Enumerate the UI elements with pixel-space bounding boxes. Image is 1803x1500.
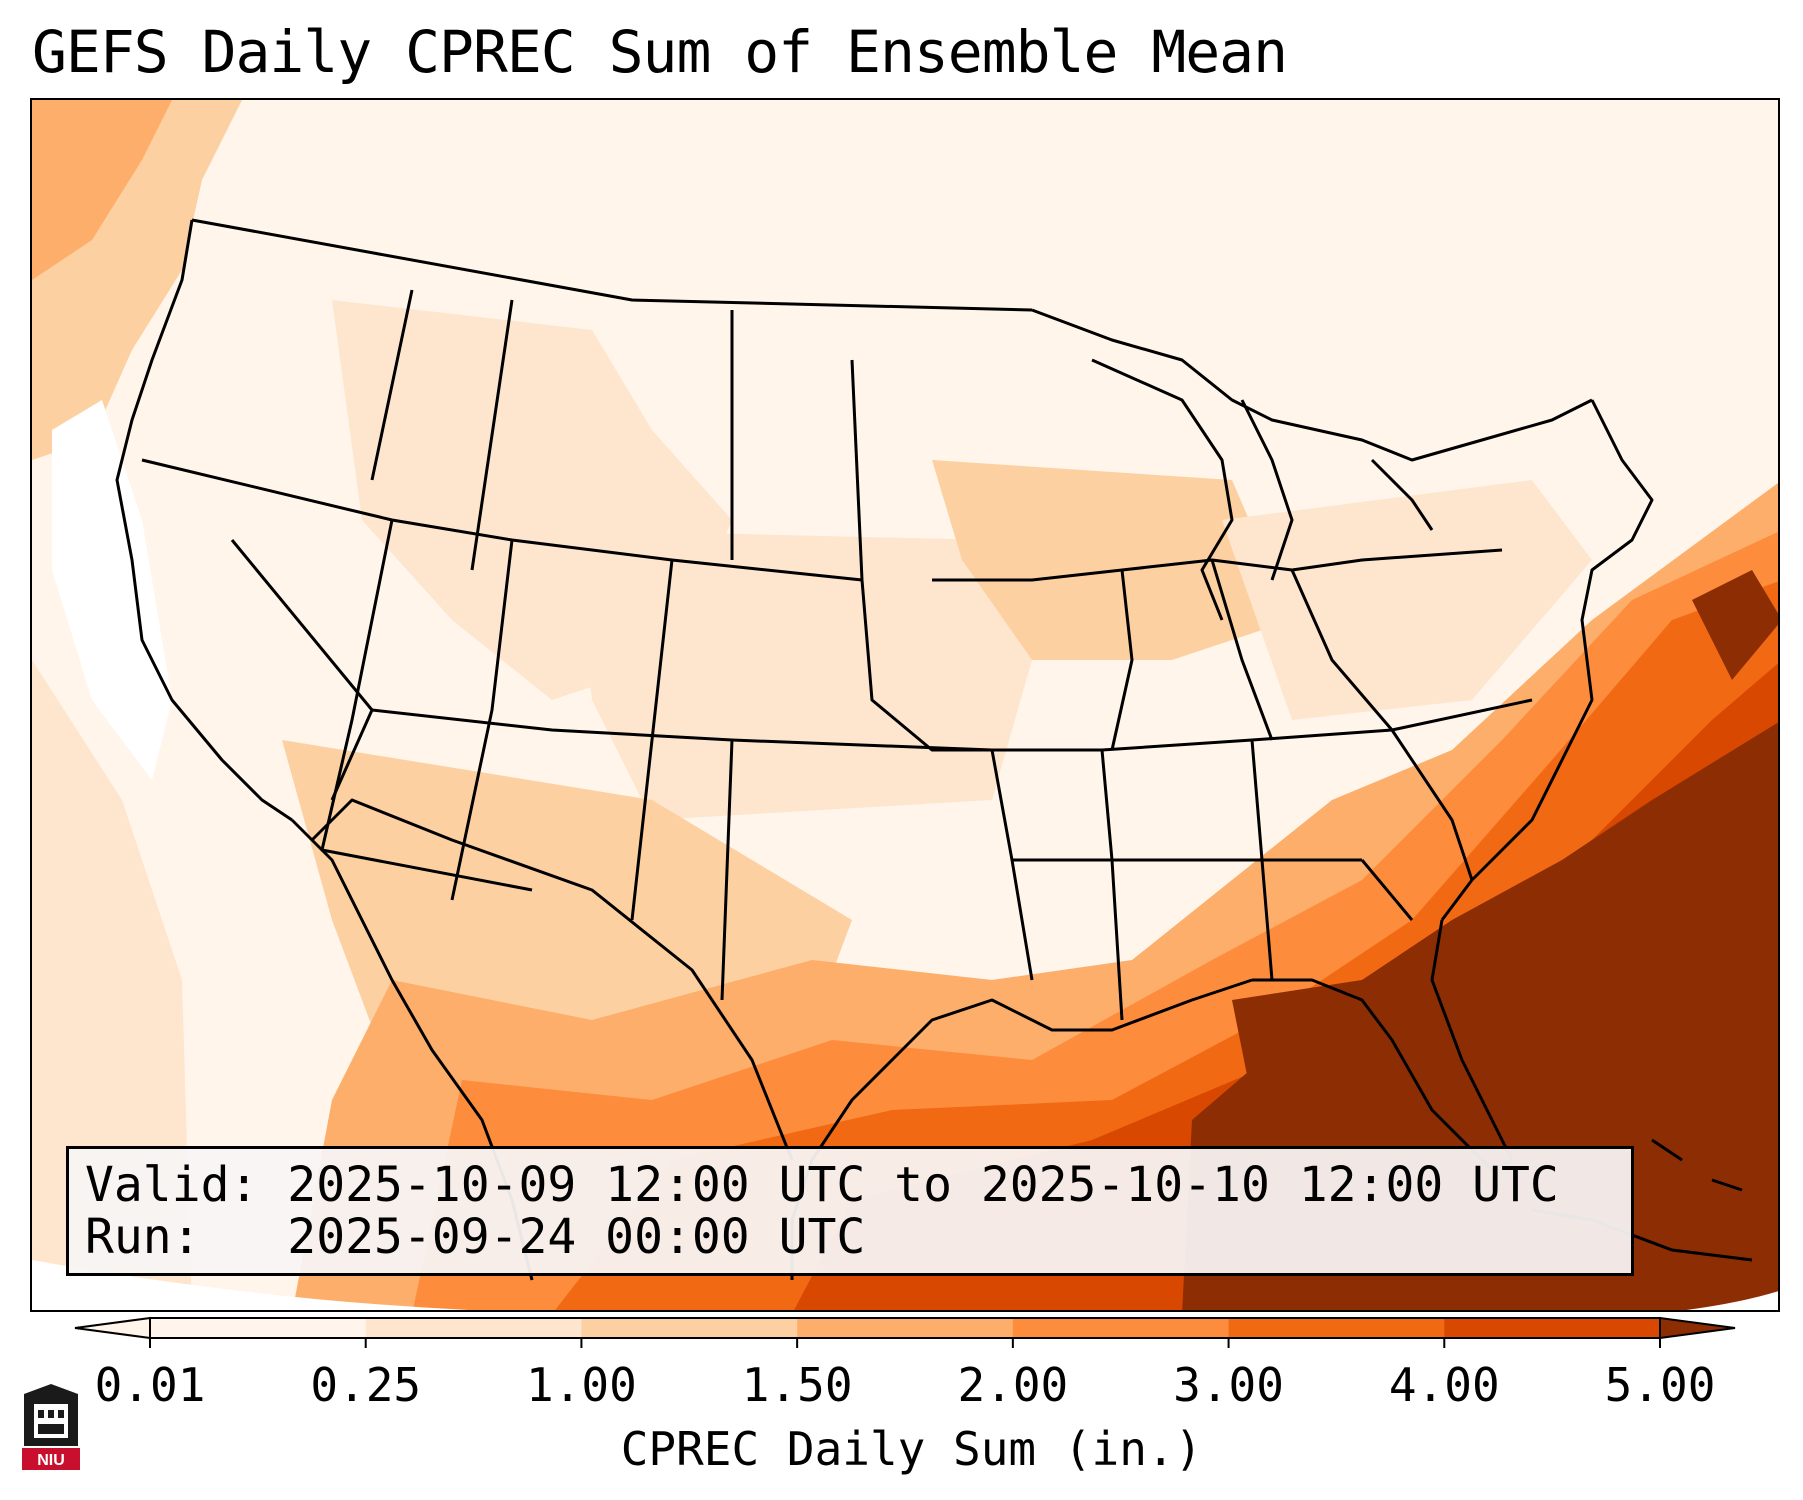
colorbar-tick-label: 4.00 — [1388, 1358, 1500, 1412]
colorbar-title: CPREC Daily Sum (in.) — [620, 1422, 1203, 1476]
map-outer-corner-right — [1686, 1291, 1778, 1310]
colorbar-segment — [797, 1318, 1014, 1338]
run-value: 2025-09-24 00:00 UTC — [287, 1209, 866, 1265]
map-outer-corner — [32, 1260, 469, 1310]
colorbar-extend-low — [74, 1316, 151, 1340]
valid-run-info-box: Valid: 2025-10-09 12:00 UTC to 2025-10-1… — [66, 1146, 1634, 1276]
map-panel — [30, 98, 1780, 1312]
niu-logo-icon: NIU — [22, 1384, 80, 1470]
chart-title: GEFS Daily CPREC Sum of Ensemble Mean — [32, 18, 1288, 86]
colorbar-tick-label: 2.00 — [957, 1358, 1069, 1412]
colorbar-tick-label: 3.00 — [1173, 1358, 1284, 1412]
colorbar-tick-label: 0.25 — [310, 1358, 422, 1412]
run-label: Run: — [85, 1209, 201, 1265]
svg-text:NIU: NIU — [37, 1452, 65, 1469]
colorbar-segment — [365, 1318, 582, 1338]
valid-label: Valid: — [85, 1157, 259, 1213]
colorbar-segment — [1444, 1318, 1661, 1338]
precip-zone-max-gulf — [1232, 980, 1432, 1140]
colorbar-segment — [150, 1318, 367, 1338]
colorbar-segment — [1228, 1318, 1445, 1338]
precip-map — [32, 100, 1778, 1310]
colorbar-outline — [149, 1317, 1661, 1339]
precip-zone-max-atlantic — [1692, 570, 1778, 680]
precip-zone-west-white — [52, 400, 172, 780]
colorbar-tick-label: 1.50 — [741, 1358, 853, 1412]
colorbar-tick-label: 1.00 — [526, 1358, 637, 1412]
precip-zone-east — [1222, 480, 1592, 720]
precip-zone-pacific-nw-inner — [32, 100, 172, 280]
colorbar — [74, 1316, 1736, 1348]
valid-value: 2025-10-09 12:00 UTC to 2025-10-10 12:00… — [287, 1157, 1559, 1213]
colorbar-tick-label: 5.00 — [1604, 1358, 1716, 1412]
colorbar-tick-label: 0.01 — [94, 1358, 206, 1412]
colorbar-segment — [581, 1318, 798, 1338]
colorbar-extend-high — [1659, 1316, 1736, 1340]
colorbar-segment — [1012, 1318, 1230, 1338]
precip-zone-midwest — [932, 460, 1292, 660]
